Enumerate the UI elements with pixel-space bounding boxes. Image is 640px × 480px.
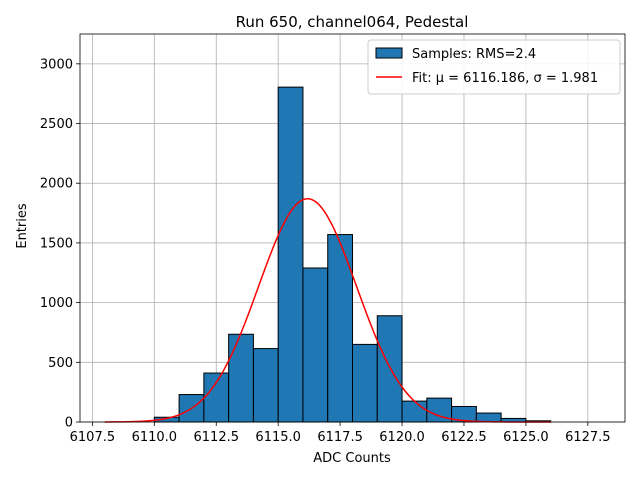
histogram-bar xyxy=(327,234,353,423)
y-tick-label: 500 xyxy=(48,356,73,371)
y-tick-label: 2500 xyxy=(40,117,73,132)
x-tick-label: 6122.5 xyxy=(441,430,487,445)
histogram-bar xyxy=(203,372,230,423)
histogram-bar xyxy=(252,348,279,423)
x-tick-label: 6117.5 xyxy=(317,430,363,445)
y-axis-label: Entries xyxy=(15,203,30,249)
x-tick-label: 6107.5 xyxy=(70,430,116,445)
histogram-bar xyxy=(475,412,502,423)
histogram-bar xyxy=(302,267,329,423)
x-tick-label: 6110.0 xyxy=(132,430,178,445)
y-tick-label: 0 xyxy=(65,416,73,431)
x-axis-label: ADC Counts xyxy=(313,451,391,466)
plot-frame xyxy=(79,33,626,423)
legend-fit-label: Fit: μ = 6116.186, σ = 1.981 xyxy=(412,71,598,86)
legend-box xyxy=(367,39,621,95)
x-tick-label: 6120.0 xyxy=(379,430,425,445)
fit-curve xyxy=(104,198,551,423)
x-tick-label: 6115.0 xyxy=(255,430,301,445)
x-tick-label: 6125.0 xyxy=(503,430,549,445)
y-tick-label: 1000 xyxy=(40,296,73,311)
y-tick-label: 1500 xyxy=(40,236,73,251)
legend-samples-swatch xyxy=(375,47,403,59)
histogram-bar xyxy=(277,86,304,423)
y-axis-ticks: 0 500 1000 1500 2000 2500 3000 xyxy=(40,57,80,431)
x-tick-label: 6127.5 xyxy=(565,430,611,445)
y-tick-label: 2000 xyxy=(40,177,73,192)
x-tick-label: 6112.5 xyxy=(194,430,240,445)
histogram-bar xyxy=(401,400,428,423)
y-tick-label: 3000 xyxy=(40,57,73,72)
legend: Samples: RMS=2.4 Fit: μ = 6116.186, σ = … xyxy=(367,39,621,95)
histogram-bar xyxy=(376,315,403,423)
bars-layer xyxy=(153,86,552,423)
x-axis-ticks: 6107.5 6110.0 6112.5 6115.0 6117.5 6120.0 6122… xyxy=(70,422,611,445)
histogram-bar xyxy=(228,333,254,423)
histogram-bar xyxy=(352,343,378,423)
legend-samples-label: Samples: RMS=2.4 xyxy=(412,47,536,62)
chart-title: Run 650, channel064, Pedestal xyxy=(236,13,469,31)
